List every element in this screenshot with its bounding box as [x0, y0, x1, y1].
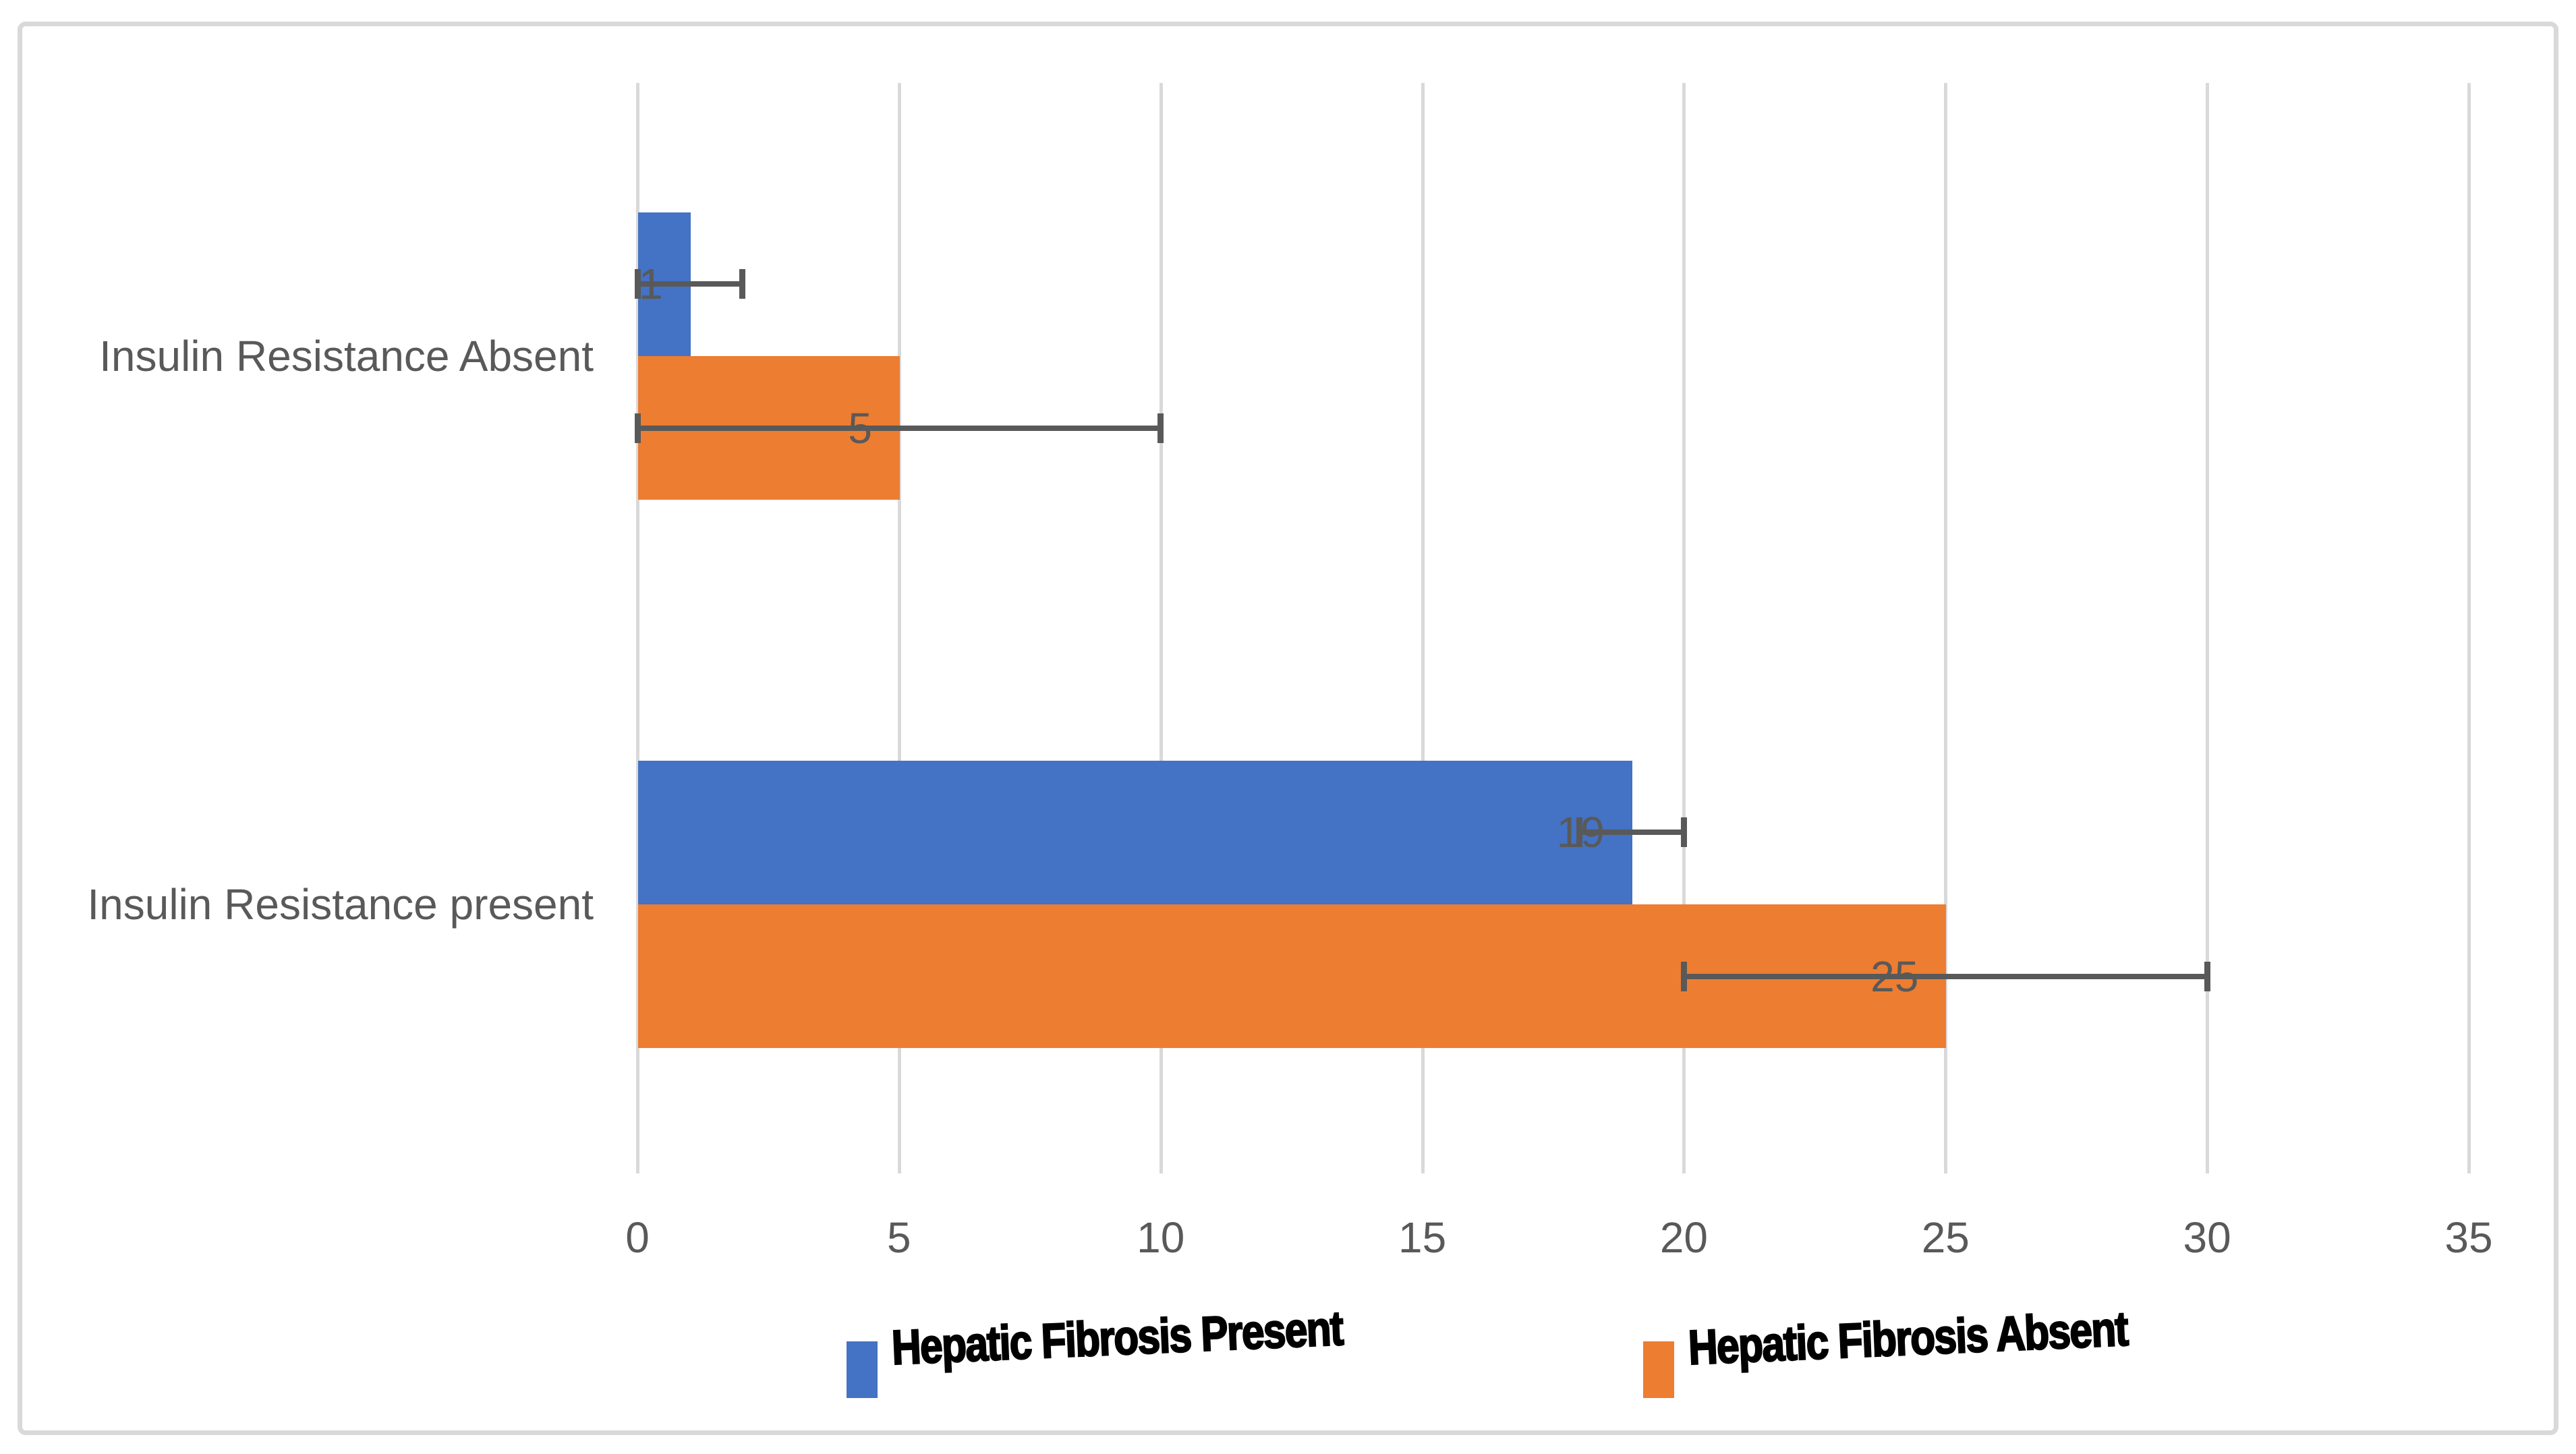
- x-axis-tick-label: 10: [1137, 1213, 1185, 1262]
- error-bar-cap: [1680, 962, 1687, 991]
- error-bar-cap: [739, 269, 745, 299]
- x-axis-tick-label: 15: [1398, 1213, 1447, 1262]
- gridline: [1159, 83, 1163, 1173]
- category-label: Insulin Resistance Absent: [99, 332, 594, 380]
- error-bar-cap: [1576, 817, 1582, 847]
- x-axis-tick-label: 30: [2183, 1213, 2231, 1262]
- error-bar-cap: [634, 269, 641, 299]
- gridline: [1944, 83, 1948, 1173]
- category-label: Insulin Resistance present: [87, 880, 594, 929]
- error-bar-line: [1684, 974, 2208, 979]
- error-bar-cap: [2204, 962, 2210, 991]
- gridline: [636, 83, 639, 1173]
- error-bar-line: [637, 426, 1161, 431]
- error-bar-cap: [1680, 817, 1687, 847]
- gridline: [2206, 83, 2210, 1173]
- gridline: [1421, 83, 1425, 1173]
- data-label: 25: [1870, 952, 1919, 1001]
- x-axis-tick-label: 25: [1921, 1213, 1970, 1262]
- gridline: [897, 83, 901, 1173]
- gridline: [2467, 83, 2471, 1173]
- x-axis-tick-label: 35: [2444, 1213, 2493, 1262]
- chart-frame: [18, 22, 2558, 1435]
- data-label: 19: [1556, 808, 1605, 856]
- x-axis-tick-label: 0: [625, 1213, 650, 1262]
- gridline: [1682, 83, 1686, 1173]
- error-bar-line: [1579, 830, 1684, 835]
- x-axis-tick-label: 5: [887, 1213, 911, 1262]
- bar-segment: [638, 761, 1632, 904]
- data-label: 1: [638, 260, 663, 308]
- legend-swatch: [1643, 1341, 1674, 1398]
- data-label: 5: [848, 404, 872, 453]
- legend-swatch: [847, 1341, 878, 1398]
- error-bar-cap: [634, 413, 641, 443]
- x-axis-tick-label: 20: [1659, 1213, 1709, 1262]
- error-bar-cap: [1157, 413, 1164, 443]
- error-bar-line: [637, 281, 743, 287]
